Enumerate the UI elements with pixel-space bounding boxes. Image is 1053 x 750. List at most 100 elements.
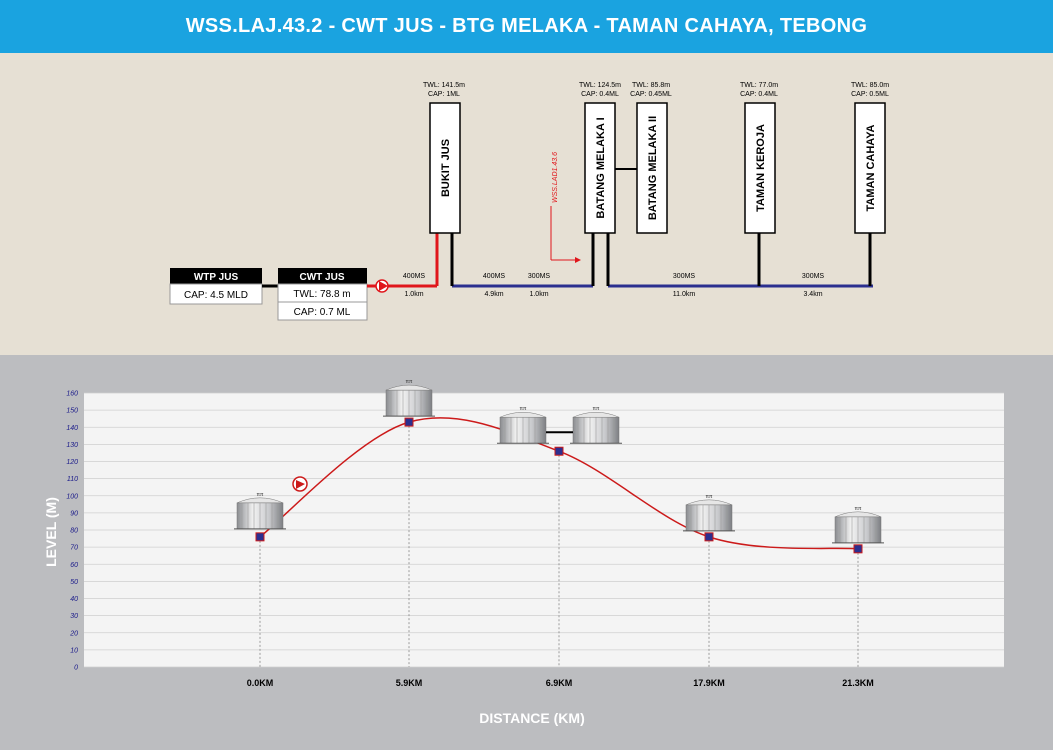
cahaya-name: TAMAN CAHAYA [865, 124, 877, 211]
cwt-cap: CAP: 0.7 ML [294, 307, 351, 318]
tank-icon: ππ [683, 494, 735, 532]
btg-melaka-2-cap: CAP: 0.45ML [630, 91, 672, 98]
tank-roof [236, 497, 284, 504]
y-tick-label: 150 [66, 408, 78, 415]
cwt-jus-box[interactable]: CWT JUS TWL: 78.8 m CAP: 0.7 ML [277, 268, 368, 321]
cwt-twl: TWL: 78.8 m [293, 289, 350, 300]
reservoir-taman-keroja[interactable]: TWL: 77.0m CAP: 0.4ML TAMAN KEROJA [740, 82, 778, 234]
pipe-2-size: 400MS [483, 273, 506, 280]
pump-marker-icon [292, 476, 308, 492]
y-tick-label: 70 [70, 545, 78, 552]
tank-roof [499, 411, 547, 418]
tank-roof [385, 384, 433, 391]
y-tick-labels: 0 10 20 30 40 50 60 70 80 90 100 110 120 130 140 150 160 [66, 391, 78, 672]
data-point-marker [404, 417, 414, 427]
y-tick-label: 110 [67, 476, 78, 483]
pipe-3-size: 300MS [528, 273, 551, 280]
keroja-name: TAMAN KEROJA [755, 124, 767, 212]
reservoir-taman-cahaya[interactable]: TWL: 85.0m CAP: 0.5ML TAMAN CAHAYA [851, 82, 889, 234]
tank-vent-icon: ππ [520, 406, 527, 412]
bukit-jus-cap: CAP: 1ML [428, 91, 460, 98]
pipe-4-size: 300MS [673, 273, 696, 280]
y-tick-label: 120 [66, 459, 78, 466]
tank-icon: ππ [383, 379, 435, 417]
tap-label: WSS.LAD1.43.6 [552, 152, 559, 203]
y-tick-label: 60 [70, 562, 78, 569]
y-axis-label: LEVEL (M) [43, 497, 59, 567]
cwt-name: CWT JUS [300, 272, 345, 283]
y-tick-label: 50 [70, 579, 78, 586]
cahaya-twl: TWL: 85.0m [851, 82, 889, 89]
tank-icon: ππ [832, 506, 884, 544]
tank-icons: ππ ππ ππ ππ ππ ππ [234, 379, 884, 544]
pipe-2-length: 4.9km [484, 291, 503, 298]
y-tick-label: 10 [70, 647, 78, 654]
title-banner: WSS.LAJ.43.2 - CWT JUS - BTG MELAKA - TA… [0, 0, 1053, 53]
y-tick-label: 20 [69, 630, 78, 637]
x-tick-labels: 0.0KM 5.9KM 6.9KM 17.9KM 21.3KM [247, 678, 874, 688]
level-profile-chart: 0 10 20 30 40 50 60 70 80 90 100 110 120 130 140 150 160… [43, 379, 1004, 726]
x-axis-label: DISTANCE (KM) [479, 710, 585, 726]
data-point-marker [554, 446, 564, 456]
drop-lines [259, 422, 859, 667]
pipe-3-length: 1.0km [529, 291, 548, 298]
btg-melaka-1-name: BATANG MELAKA I [595, 117, 607, 218]
data-point-marker [853, 544, 863, 554]
reservoir-batang-melaka-1[interactable]: TWL: 124.5m CAP: 0.4ML BATANG MELAKA I [579, 82, 621, 234]
tank-roof [572, 411, 620, 418]
x-tick-label: 21.3KM [842, 678, 874, 688]
y-tick-label: 160 [66, 391, 78, 398]
x-tick-label: 17.9KM [693, 678, 725, 688]
schematic-panel: WTP JUS CAP: 4.5 MLD CWT JUS TWL: 78.8 m… [0, 53, 1053, 355]
tank-roof [834, 511, 882, 518]
tap-arrow-icon [575, 257, 581, 263]
y-tick-label: 0 [74, 665, 78, 672]
tank-vent-icon: ππ [855, 506, 862, 512]
data-markers [255, 417, 863, 554]
pipe-5-size: 300MS [802, 273, 825, 280]
keroja-cap: CAP: 0.4ML [740, 91, 778, 98]
btg-melaka-2-name: BATANG MELAKA II [647, 116, 659, 220]
tank-vent-icon: ππ [706, 494, 713, 500]
x-tick-label: 5.9KM [396, 678, 423, 688]
btg-melaka-1-twl: TWL: 124.5m [579, 82, 621, 89]
wtp-jus-box[interactable]: WTP JUS CAP: 4.5 MLD [169, 268, 263, 305]
cahaya-cap: CAP: 0.5ML [851, 91, 889, 98]
y-tick-label: 80 [70, 528, 78, 535]
btg-melaka-2-twl: TWL: 85.8m [632, 82, 670, 89]
y-tick-label: 40 [70, 596, 78, 603]
pipe-4-length: 11.0km [673, 291, 696, 298]
y-tick-label: 100 [66, 493, 78, 500]
tank-icon: ππ [497, 406, 549, 444]
tank-roof [685, 499, 733, 506]
bukit-jus-twl: TWL: 141.5m [423, 82, 465, 89]
x-tick-label: 0.0KM [247, 678, 274, 688]
tank-icon: ππ [234, 492, 286, 530]
btg-melaka-1-cap: CAP: 0.4ML [581, 91, 619, 98]
grid-lines [84, 392, 1004, 668]
keroja-twl: TWL: 77.0m [740, 82, 778, 89]
wtp-name: WTP JUS [194, 272, 239, 283]
tank-vent-icon: ππ [593, 406, 600, 412]
tank-vent-icon: ππ [406, 379, 413, 385]
bukit-jus-name: BUKIT JUS [440, 139, 452, 197]
data-point-marker [255, 532, 265, 542]
x-tick-label: 6.9KM [546, 678, 573, 688]
pipe-1-length: 1.0km [404, 291, 423, 298]
reservoir-bukit-jus[interactable]: TWL: 141.5m CAP: 1ML BUKIT JUS [423, 82, 465, 234]
pump-icon [375, 279, 389, 293]
y-tick-label: 90 [70, 510, 78, 517]
y-tick-label: 30 [70, 613, 78, 620]
tank-icon: ππ [570, 406, 622, 444]
reservoir-batang-melaka-2[interactable]: TWL: 85.8m CAP: 0.45ML BATANG MELAKA II [630, 82, 672, 234]
schematic-diagram: WTP JUS CAP: 4.5 MLD CWT JUS TWL: 78.8 m… [169, 82, 889, 321]
page-title: WSS.LAJ.43.2 - CWT JUS - BTG MELAKA - TA… [185, 15, 868, 37]
profile-panel: 0 10 20 30 40 50 60 70 80 90 100 110 120 130 140 150 160… [0, 355, 1053, 745]
tank-vent-icon: ππ [257, 492, 264, 498]
y-tick-label: 130 [66, 442, 78, 449]
pipe-1-size: 400MS [403, 273, 426, 280]
pipe-5-length: 3.4km [803, 291, 822, 298]
wtp-cap: CAP: 4.5 MLD [184, 290, 248, 301]
y-tick-label: 140 [66, 425, 78, 432]
data-point-marker [704, 532, 714, 542]
